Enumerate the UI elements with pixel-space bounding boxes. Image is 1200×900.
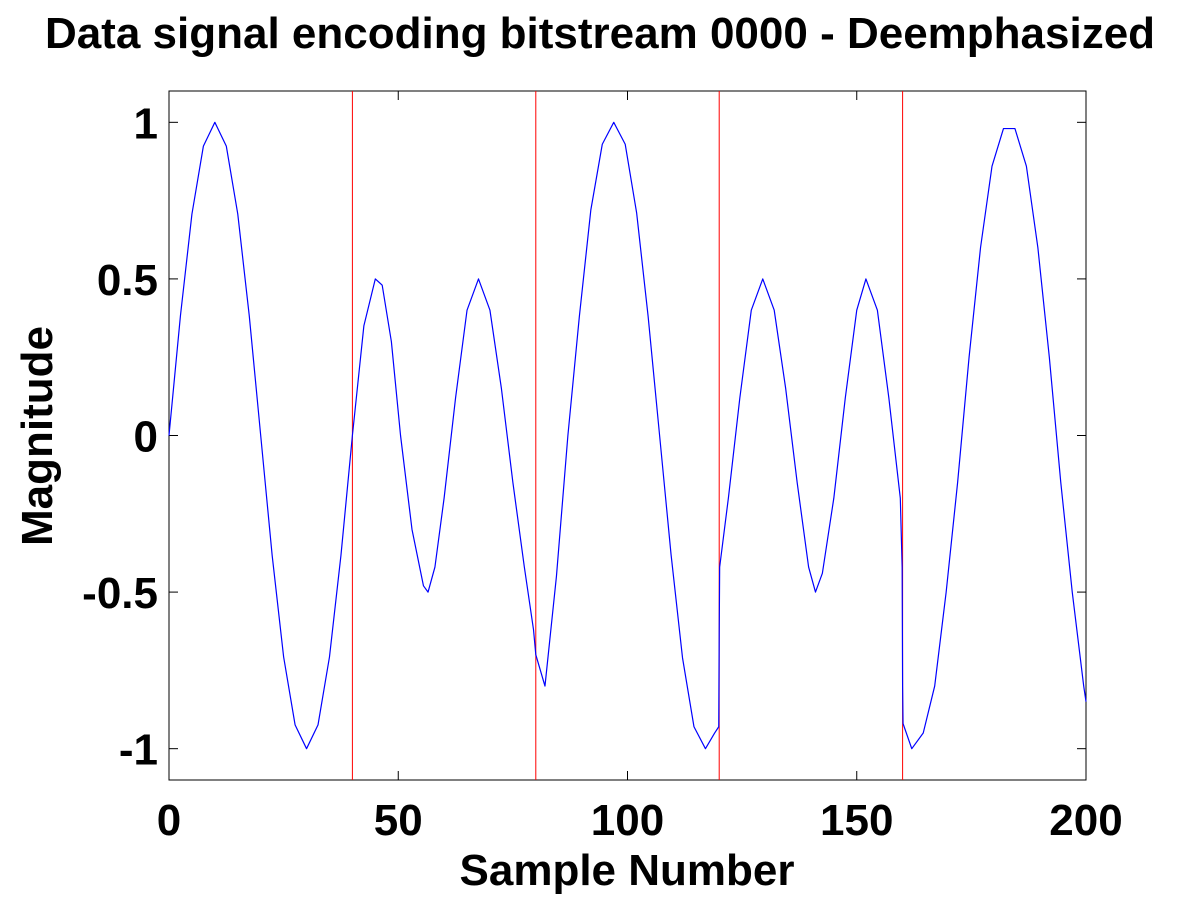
plot-area: 0 50 100 150 200 -1 -0.5 0 0.5 1: [82, 90, 1123, 845]
y-tick-label: 0: [134, 413, 158, 462]
signal-series-line: [168, 121, 1087, 750]
x-tick-label: 200: [1049, 796, 1122, 845]
y-tick-label: 0.5: [97, 256, 158, 305]
chart-title: Data signal encoding bitstream 0000 - De…: [45, 9, 1155, 58]
x-tick-label: 150: [820, 796, 893, 845]
y-tick-label: -0.5: [82, 569, 158, 618]
x-tick-label: 100: [591, 796, 664, 845]
y-tick-label: -1: [119, 726, 158, 775]
x-tick-label: 0: [157, 796, 181, 845]
y-axis-label: Magnitude: [13, 326, 62, 546]
x-tick-label: 50: [374, 796, 423, 845]
x-axis-label: Sample Number: [460, 846, 795, 895]
y-tick-label: 1: [134, 99, 158, 148]
